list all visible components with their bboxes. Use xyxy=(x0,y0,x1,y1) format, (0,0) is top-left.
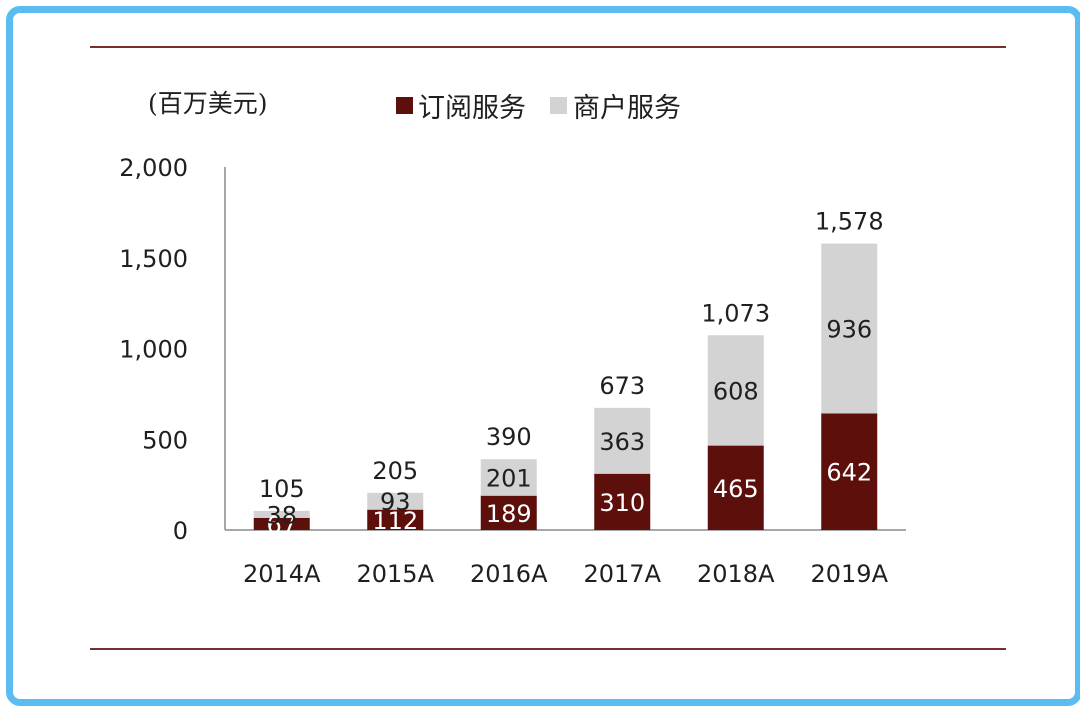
y-tick-label: 1,500 xyxy=(119,245,188,273)
bar-subscription xyxy=(594,473,651,530)
y-tick-label: 1,000 xyxy=(119,336,188,364)
bar-subscription xyxy=(480,495,537,530)
legend: 订阅服务 商户服务 xyxy=(396,93,681,124)
x-tick-label: 2014A xyxy=(243,560,321,588)
x-tick-label: 2015A xyxy=(357,560,435,588)
x-tick-labels: 2014A 2015A 2016A 2017A 2018A 2019A xyxy=(243,560,889,588)
bar-merchant xyxy=(253,510,310,518)
bar-merchant xyxy=(821,243,878,414)
legend-swatch-subscription xyxy=(396,97,413,114)
data-label-total: 1,073 xyxy=(701,299,770,327)
x-tick-label: 2016A xyxy=(470,560,548,588)
data-label-total: 205 xyxy=(372,457,418,485)
data-label-total: 1,578 xyxy=(815,208,884,236)
y-tick-label: 2,000 xyxy=(119,154,188,182)
data-label-subscription: 67 xyxy=(266,511,297,539)
bar-merchant xyxy=(480,459,537,496)
data-label-total: 105 xyxy=(259,475,305,503)
legend-swatch-merchant xyxy=(550,97,567,114)
chart-frame xyxy=(6,6,1080,706)
data-label-merchant: 608 xyxy=(713,377,759,405)
bar-subscription xyxy=(367,509,424,530)
data-label-subscription: 112 xyxy=(372,507,418,535)
x-tick-label: 2019A xyxy=(811,560,889,588)
x-tick-label: 2018A xyxy=(697,560,775,588)
data-label-subscription: 189 xyxy=(486,500,532,528)
data-label-subscription: 642 xyxy=(826,459,872,487)
x-tick-label: 2017A xyxy=(584,560,662,588)
legend-label-subscription: 订阅服务 xyxy=(418,93,526,124)
y-tick-label: 500 xyxy=(142,426,188,454)
y-tick-labels: 0 500 1,000 1,500 2,000 xyxy=(119,154,188,545)
bar-subscription xyxy=(253,517,310,530)
bar-merchant xyxy=(707,335,764,446)
unit-label: (百万美元) xyxy=(148,89,268,118)
y-tick-label: 0 xyxy=(173,517,188,545)
data-label-merchant: 936 xyxy=(826,316,872,344)
data-label-merchant: 93 xyxy=(380,488,411,516)
data-label-subscription: 465 xyxy=(713,475,759,503)
data-label-merchant: 38 xyxy=(266,501,297,529)
bar-merchant xyxy=(367,492,424,510)
bar-subscription xyxy=(707,445,764,530)
data-label-merchant: 363 xyxy=(599,428,645,456)
bar-subscription xyxy=(821,413,878,530)
data-label-subscription: 310 xyxy=(599,489,645,517)
bars xyxy=(253,243,878,530)
data-label-total: 390 xyxy=(486,423,532,451)
data-label-merchant: 201 xyxy=(486,464,532,492)
bar-merchant xyxy=(594,407,651,474)
legend-label-merchant: 商户服务 xyxy=(573,93,681,124)
data-label-total: 673 xyxy=(599,372,645,400)
